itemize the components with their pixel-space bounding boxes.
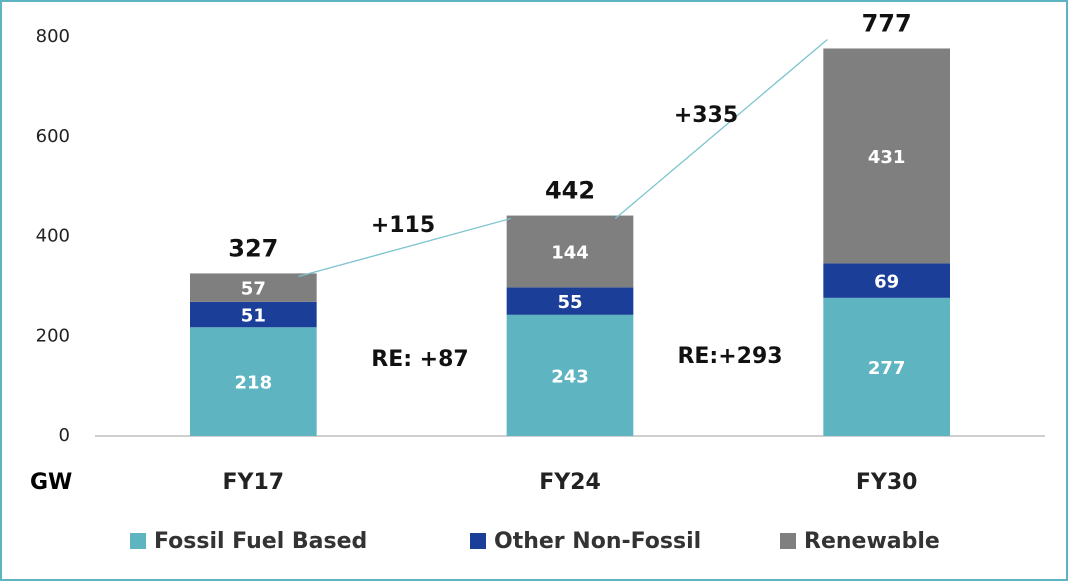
total-label: 777: [862, 9, 912, 37]
y-tick-label: 200: [36, 325, 70, 346]
y-tick-label: 400: [36, 226, 70, 247]
bar-segment: [823, 263, 950, 298]
bar-segment: [506, 215, 634, 288]
total-label: 327: [228, 234, 278, 262]
annotation: RE:+293: [677, 344, 782, 369]
legend-swatch: [470, 533, 486, 549]
bar-segment: [506, 287, 634, 315]
x-tick-label: FY17: [223, 470, 285, 495]
y-tick-label: 600: [36, 126, 70, 147]
bar-segment: [823, 48, 950, 264]
data-label: 57: [241, 279, 266, 300]
data-label: 431: [868, 147, 906, 168]
x-tick-label: FY24: [539, 470, 601, 495]
bar-segment: [506, 314, 634, 436]
bar-segment: [823, 297, 950, 436]
connector: [614, 38, 828, 220]
bar-segment: [190, 273, 317, 302]
data-label: 55: [557, 292, 582, 313]
total-label: 442: [545, 177, 595, 205]
annotation: +335: [674, 103, 738, 128]
x-tick-label: FY30: [856, 470, 918, 495]
bar-segment: [190, 301, 317, 328]
y-tick-label: 800: [36, 26, 70, 47]
legend-label: Renewable: [804, 529, 940, 554]
y-axis-label: GW: [30, 470, 72, 495]
legend-swatch: [780, 533, 796, 549]
connector: [298, 217, 511, 278]
legend-label: Other Non-Fossil: [494, 529, 701, 554]
data-label: 69: [874, 272, 899, 293]
legend-label: Fossil Fuel Based: [154, 529, 367, 554]
data-label: 144: [551, 242, 589, 263]
annotation: +115: [371, 213, 435, 238]
data-label: 277: [868, 358, 906, 379]
data-label: 51: [241, 306, 266, 327]
bar-segment: [190, 327, 317, 436]
y-tick-label: 0: [59, 425, 70, 446]
legend-swatch: [130, 533, 146, 549]
data-label: 218: [235, 373, 273, 394]
annotation: RE: +87: [371, 347, 468, 372]
data-label: 243: [551, 366, 589, 387]
